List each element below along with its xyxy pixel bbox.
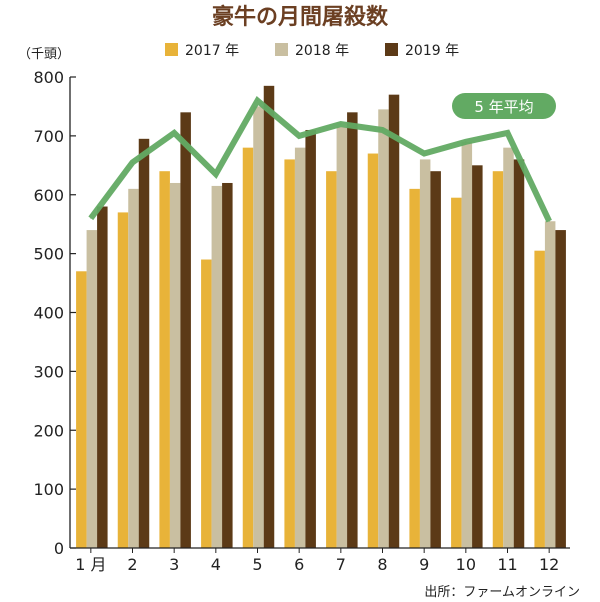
average-point (298, 135, 300, 137)
bar (409, 188, 420, 549)
bar (534, 250, 545, 548)
x-tick-label: 8 (377, 555, 387, 574)
legend-swatch (385, 43, 398, 56)
x-tick-label: 3 (169, 555, 179, 574)
bar (347, 112, 358, 548)
bar (461, 141, 473, 548)
y-tick-label: 700 (33, 127, 64, 146)
average-label-pill (452, 93, 556, 119)
x-tick-label: 2 (127, 555, 137, 574)
average-point (507, 132, 508, 134)
legend-label: 2019 年 (405, 43, 459, 59)
bar (169, 182, 181, 548)
bar (492, 171, 504, 548)
bar (294, 147, 306, 548)
bar (211, 185, 223, 548)
bar (305, 129, 316, 549)
x-tick-label: 12 (539, 555, 559, 574)
x-tick-label: 1 月 (75, 555, 106, 574)
bar (419, 159, 431, 549)
bar (430, 171, 441, 548)
bar (451, 197, 462, 548)
average-point (90, 217, 92, 219)
bar (117, 212, 129, 548)
y-tick-label: 400 (33, 304, 64, 323)
y-tick-label: 600 (33, 186, 64, 205)
average-label: 5 年平均 (474, 98, 533, 116)
y-tick-label: 100 (33, 480, 64, 499)
unit-label: （千頭） (18, 47, 70, 62)
bar (159, 171, 170, 548)
bar (180, 112, 191, 548)
legend: 2017 年 2018 年 2019 年 (165, 43, 459, 59)
bar (555, 230, 566, 548)
average-point (382, 129, 383, 131)
average-point (465, 141, 467, 143)
x-tick-label: 9 (419, 555, 429, 574)
average-point (548, 220, 550, 222)
bar (201, 259, 212, 548)
source-note: 出所：ファームオンライン (424, 585, 580, 600)
average-point (173, 132, 175, 134)
y-tick-label: 300 (33, 362, 64, 381)
average-point (340, 123, 342, 125)
bar (222, 182, 233, 548)
x-tick-label: 5 (252, 555, 262, 574)
bar (242, 147, 254, 548)
bar (367, 153, 379, 548)
bar (326, 171, 337, 548)
y-tick-label: 200 (33, 421, 64, 440)
x-tick-label: 6 (294, 555, 304, 574)
bar (544, 221, 556, 548)
x-tick-label: 11 (497, 555, 517, 574)
bar (388, 94, 400, 548)
bars (76, 85, 566, 549)
legend-swatch (165, 43, 178, 56)
average-point (215, 173, 217, 175)
y-tick-label: 800 (33, 68, 64, 87)
bar (472, 165, 483, 548)
x-tick-label: 7 (336, 555, 346, 574)
average-line: 5 年平均 (88, 93, 556, 223)
bar (263, 85, 275, 549)
x-tick-label: 4 (211, 555, 221, 574)
bar (336, 127, 348, 548)
bar (253, 106, 264, 548)
x-tick-label: 10 (456, 555, 476, 574)
bar (378, 109, 389, 548)
average-point (132, 161, 133, 163)
x-axis: 1 月 2 3 4 5 6 7 8 9 10 11 12 (70, 547, 570, 574)
average-point (257, 100, 258, 102)
legend-swatch (275, 43, 288, 56)
chart-title: 豪牛の月間屠殺数 (212, 4, 389, 30)
bar (284, 159, 295, 549)
bar (76, 271, 87, 548)
y-tick-label: 0 (54, 539, 64, 558)
bar (503, 147, 514, 548)
legend-label: 2018 年 (295, 43, 349, 59)
legend-label: 2017 年 (185, 43, 239, 59)
bar (128, 188, 139, 549)
bar (138, 138, 150, 548)
bar (513, 159, 525, 549)
y-axis: 0 100 200 300 400 500 600 700 800 (33, 68, 76, 558)
average-polyline (88, 95, 552, 223)
bar (86, 230, 98, 548)
average-point (423, 153, 425, 155)
bar (97, 206, 108, 548)
y-tick-label: 500 (33, 245, 64, 264)
